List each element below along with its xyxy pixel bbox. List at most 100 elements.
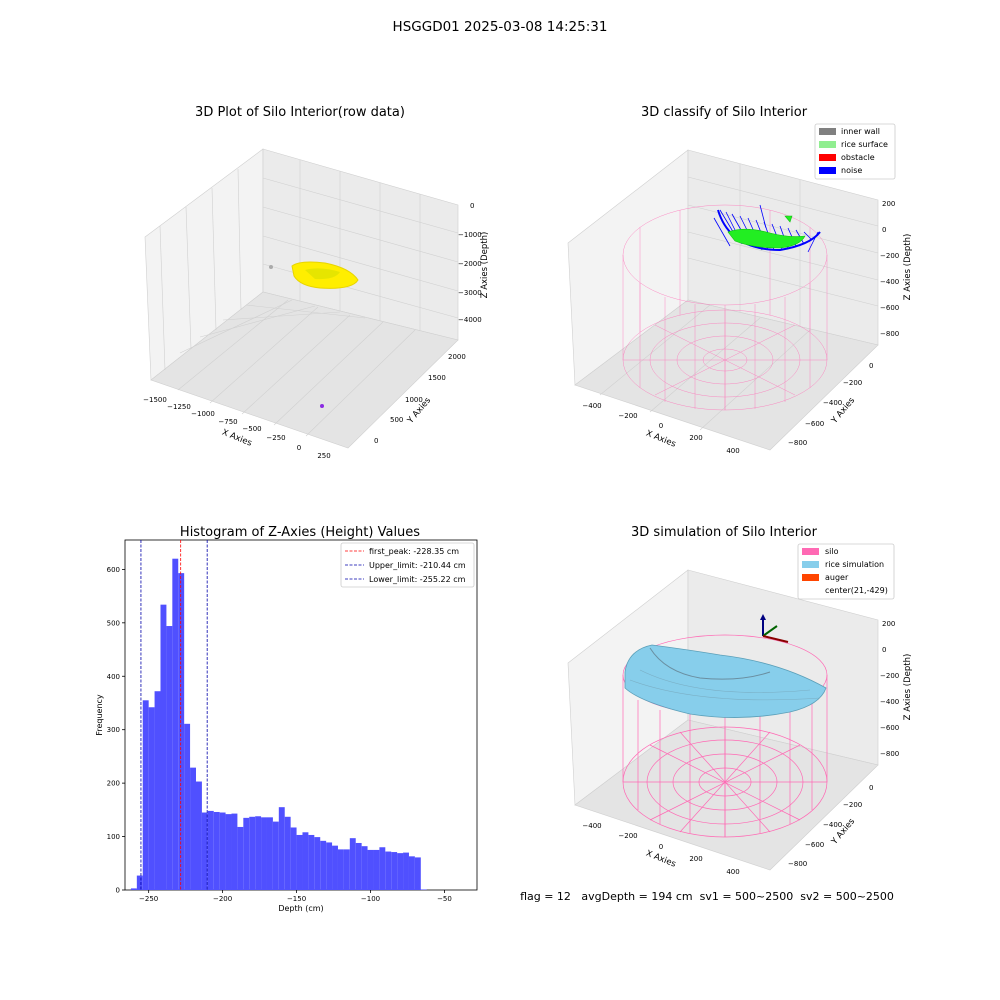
panel1-gray-point xyxy=(269,265,273,269)
panel4-x-tick: 0 xyxy=(659,843,663,851)
panel1-y-tick: 500 xyxy=(390,416,403,424)
legend-label-lower-limit: Lower_limit: -255.22 cm xyxy=(369,575,466,584)
histogram-bar xyxy=(243,817,250,890)
panel4-y-tick: −600 xyxy=(805,841,824,849)
panel1-x-tick: −1250 xyxy=(167,403,191,411)
histogram-bar xyxy=(296,834,303,890)
histogram-bar xyxy=(160,604,167,890)
histogram-y-tick-label: 0 xyxy=(116,887,120,895)
histogram-y-tick-label: 400 xyxy=(107,673,120,681)
histogram-bar xyxy=(166,626,173,890)
panel1-z-tick: −3000 xyxy=(458,289,482,297)
histogram-x-ticks: −250 −200 −150 −100 −50 xyxy=(139,890,452,903)
panel-simulation: 3D simulation of Silo Interior xyxy=(567,525,913,876)
panel1-y-tick: 0 xyxy=(374,437,378,445)
histogram-legend: first_peak: -228.35 cm Upper_limit: -210… xyxy=(340,542,475,588)
histogram-bar xyxy=(237,826,244,890)
histogram-y-tick-label: 100 xyxy=(107,833,120,841)
panel1-purple-point xyxy=(320,404,324,408)
panel2-y-tick: −400 xyxy=(823,399,842,407)
panel1-z-tick: 0 xyxy=(470,202,474,210)
panel4-y-tick: −800 xyxy=(788,860,807,868)
panel2-x-tick: 0 xyxy=(659,422,663,430)
legend-label-center: center(21,-429) xyxy=(825,586,888,595)
histogram-bar xyxy=(148,707,155,890)
histogram-bar xyxy=(403,852,409,890)
panel2-y-tick: −800 xyxy=(788,439,807,447)
panel2-legend: inner wall rice surface obstacle noise xyxy=(814,123,896,180)
panel1-x-tick: −250 xyxy=(266,434,285,442)
panel1-point-cluster xyxy=(269,261,359,408)
histogram-bar xyxy=(367,849,374,890)
legend-label-upper-limit: Upper_limit: -210.44 cm xyxy=(369,561,466,570)
histogram-bar xyxy=(213,811,220,890)
legend-swatch-inner-wall xyxy=(819,128,836,135)
panel4-x-tick: −400 xyxy=(582,822,601,830)
histogram-bar xyxy=(314,837,321,890)
panel2-title: 3D classify of Silo Interior xyxy=(641,105,808,120)
histogram-bar xyxy=(178,573,185,890)
panel2-z-tick: −800 xyxy=(880,330,899,338)
panel2-x-tick: −400 xyxy=(582,402,601,410)
histogram-bar xyxy=(326,842,333,890)
panel1-grid xyxy=(159,160,459,437)
panel2-x-tick: 200 xyxy=(689,434,702,442)
panel2-x-tick: −200 xyxy=(618,412,637,420)
legend-swatch-noise xyxy=(819,167,836,174)
histogram-bar xyxy=(225,814,232,890)
histogram-bar xyxy=(272,821,279,890)
panel1-z-tick: −1000 xyxy=(458,231,482,239)
panel4-z-tick: −800 xyxy=(880,750,899,758)
panel4-z-tick: −600 xyxy=(880,724,899,732)
panel2-silo-wireframe xyxy=(622,204,828,411)
legend-label-rice-surface: rice surface xyxy=(841,140,888,149)
histogram-bar xyxy=(308,834,315,890)
histogram-x-tick-label: −50 xyxy=(437,895,452,903)
histogram-x-tick-label: −100 xyxy=(361,895,380,903)
histogram-bar xyxy=(337,849,344,890)
panel4-rice-simulation-surface xyxy=(624,644,827,718)
legend-label-auger: auger xyxy=(825,573,849,582)
panel4-y-tick: −200 xyxy=(843,801,862,809)
panel2-floor-pane xyxy=(574,299,879,451)
histogram-y-tick-label: 600 xyxy=(107,566,120,574)
histogram-y-label: Frequency xyxy=(95,694,104,736)
histogram-bar xyxy=(207,810,214,890)
histogram-bar xyxy=(249,816,256,890)
histogram-bar xyxy=(397,853,404,890)
legend-label-silo: silo xyxy=(825,547,839,556)
legend-label-first-peak: first_peak: -228.35 cm xyxy=(369,547,459,556)
panel2-z-tick: −400 xyxy=(880,278,899,286)
histogram-bar xyxy=(154,691,161,890)
panel2-x-tick: 400 xyxy=(726,447,739,455)
histogram-bar xyxy=(190,767,196,890)
histogram-y-tick-label: 300 xyxy=(107,726,120,734)
histogram-bar xyxy=(142,700,149,890)
legend-label-obstacle: obstacle xyxy=(841,153,875,162)
histogram-bar xyxy=(136,875,143,890)
panel2-y-tick: 0 xyxy=(869,362,873,370)
histogram-bar xyxy=(379,847,386,890)
panel4-z-tick: −200 xyxy=(880,672,899,680)
panel4-title: 3D simulation of Silo Interior xyxy=(631,525,818,540)
histogram-bar xyxy=(391,852,398,890)
histogram-bar xyxy=(284,816,291,890)
histogram-bar xyxy=(349,838,356,890)
panel2-z-label: Z Axies (Depth) xyxy=(903,234,913,301)
histogram-bar xyxy=(195,781,202,890)
panel4-y-tick: 0 xyxy=(869,784,873,792)
panel4-x-label: X Axies xyxy=(644,849,677,870)
panel1-x-tick: 250 xyxy=(317,452,330,460)
legend-swatch-auger xyxy=(802,574,819,581)
panel1-x-tick: 0 xyxy=(297,444,301,452)
panel1-x-tick: −1000 xyxy=(191,410,215,418)
panel1-yellow-shade xyxy=(305,268,340,280)
panel4-z-tick: 200 xyxy=(882,620,895,628)
panel4-y-tick: −400 xyxy=(823,821,842,829)
histogram-bar xyxy=(320,840,327,890)
histogram-bar xyxy=(332,845,338,890)
panel4-x-tick: 400 xyxy=(726,868,739,876)
legend-swatch-rice-surface xyxy=(819,141,836,148)
histogram-bar xyxy=(355,842,362,890)
